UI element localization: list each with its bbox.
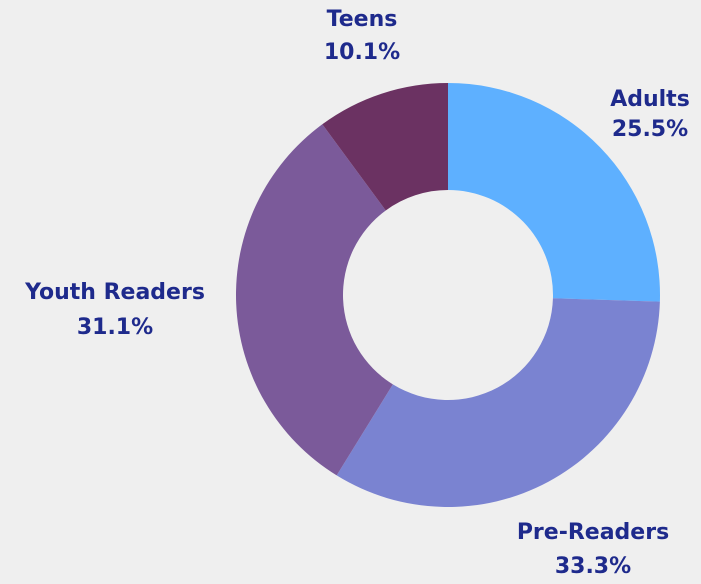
slice-value: 25.5%	[612, 117, 688, 142]
donut-slice	[235, 124, 393, 476]
slice-label: Youth Readers	[24, 280, 205, 305]
slice-value: 31.1%	[77, 315, 153, 340]
slice-label: Adults	[610, 87, 690, 112]
donut-slice	[336, 298, 660, 508]
slice-value: 33.3%	[555, 554, 631, 579]
donut-slice	[322, 83, 448, 211]
slice-label: Pre-Readers	[517, 520, 669, 545]
slice-label: Teens	[327, 7, 398, 32]
donut-slice	[448, 83, 660, 302]
slice-value: 10.1%	[324, 40, 400, 65]
